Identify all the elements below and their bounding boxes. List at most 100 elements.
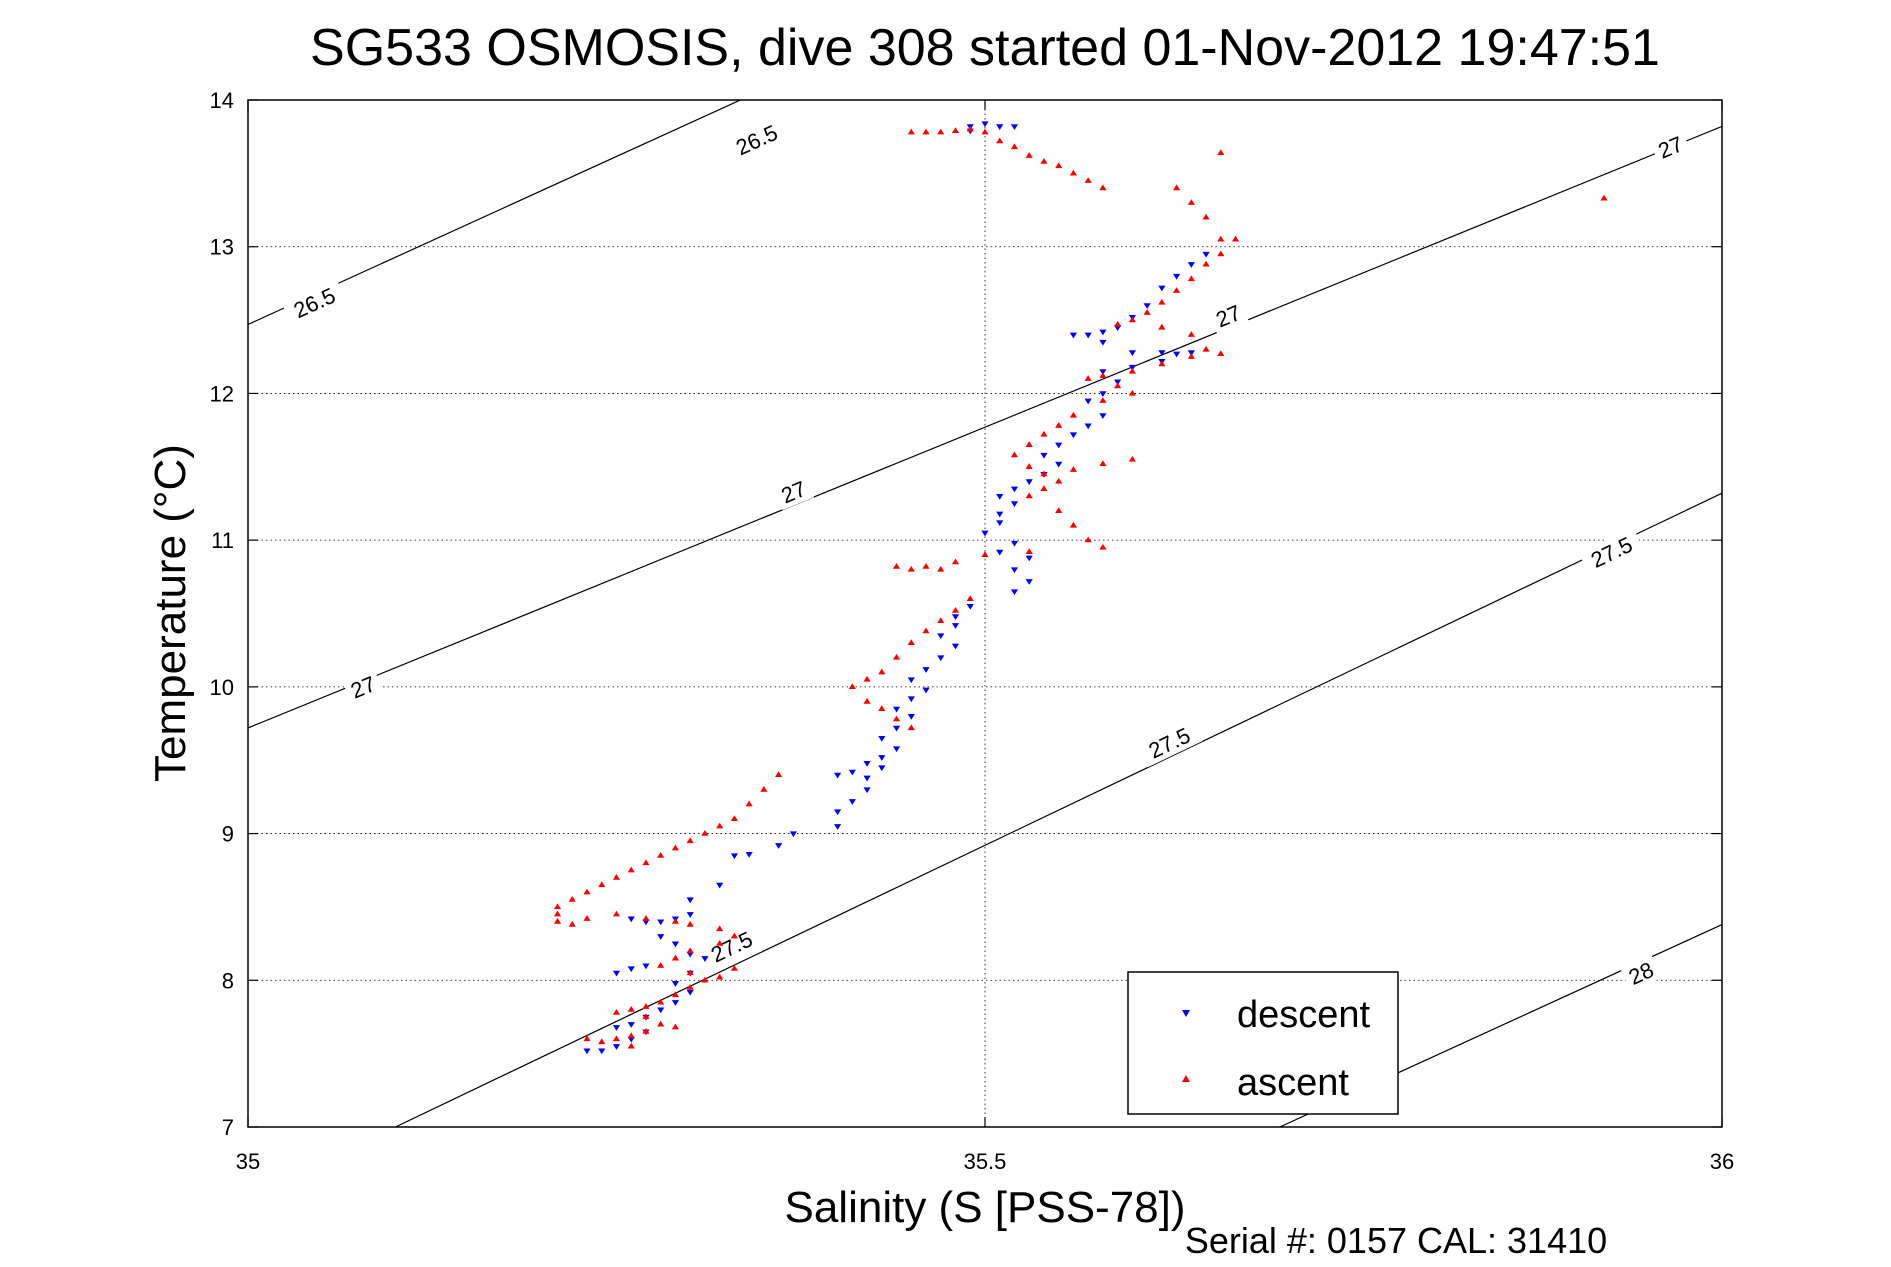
descent-point xyxy=(996,124,1004,131)
y-axis-label: Temperature (°C) xyxy=(146,444,195,782)
ascent-point xyxy=(966,125,974,132)
ascent-point xyxy=(907,724,915,731)
ascent-point xyxy=(686,947,694,954)
ascent-point xyxy=(1158,298,1166,305)
axis-ticks xyxy=(247,99,1723,1128)
descent-point xyxy=(1084,423,1092,430)
series-ascent xyxy=(553,125,1608,1049)
descent-point xyxy=(716,882,724,889)
contour-label-bg xyxy=(342,668,384,706)
x-axis-label: Salinity (S [PSS-78]) xyxy=(784,1183,1185,1232)
ascent-point xyxy=(907,128,915,135)
ascent-point xyxy=(1231,235,1240,242)
descent-point xyxy=(1010,589,1019,596)
contour-label-bg xyxy=(723,115,790,164)
descent-point xyxy=(1187,350,1195,356)
descent-point xyxy=(745,851,753,858)
ascent-point xyxy=(1099,397,1107,403)
legend: descent ascent xyxy=(1127,971,1399,1115)
ascent-point xyxy=(1114,320,1122,327)
ascent-point xyxy=(981,551,989,557)
descent-point xyxy=(878,765,886,772)
y-tick-label: 9 xyxy=(222,822,234,847)
descent-point xyxy=(1099,413,1107,420)
ascent-point xyxy=(907,639,915,646)
descent-point xyxy=(1099,391,1107,398)
ascent-point xyxy=(1099,372,1107,378)
descent-point xyxy=(1025,555,1033,562)
ascent-point xyxy=(627,866,635,873)
ascent-point xyxy=(1099,184,1107,191)
descent-point xyxy=(1025,579,1033,585)
descent-point xyxy=(642,919,650,926)
ascent-point xyxy=(686,984,694,990)
descent-point xyxy=(1114,379,1122,386)
ascent-point xyxy=(553,903,562,910)
descent-point xyxy=(907,714,915,720)
ascent-point xyxy=(1025,463,1033,469)
ascent-point xyxy=(1173,184,1181,191)
descent-point xyxy=(671,1000,680,1006)
ascent-point xyxy=(892,653,901,660)
descent-point xyxy=(701,956,709,962)
ascent-point xyxy=(892,562,901,569)
data-series xyxy=(553,121,1608,1055)
descent-point xyxy=(996,520,1004,527)
ascent-point xyxy=(686,837,694,844)
descent-point xyxy=(1143,303,1151,309)
ascent-point xyxy=(612,873,621,880)
descent-point xyxy=(922,667,930,673)
ascent-point xyxy=(937,617,945,623)
ascent-point xyxy=(612,910,621,917)
descent-point xyxy=(951,643,960,650)
ascent-point xyxy=(583,1035,591,1042)
descent-point xyxy=(1010,501,1019,508)
ascent-point xyxy=(1173,287,1181,293)
ascent-point xyxy=(1025,441,1033,447)
ascent-point xyxy=(1202,260,1210,267)
ascent-point xyxy=(848,683,856,690)
descent-point xyxy=(1187,262,1195,268)
descent-point xyxy=(1055,442,1063,449)
descent-point xyxy=(612,1025,621,1031)
x-tick-label: 35 xyxy=(236,1149,260,1174)
ascent-point xyxy=(863,697,871,704)
grid-layer xyxy=(248,100,1722,1127)
ascent-point xyxy=(1217,250,1225,257)
ascent-point xyxy=(598,1038,606,1045)
descent-point xyxy=(981,121,989,128)
ascent-point xyxy=(937,128,945,135)
contour-label-bg xyxy=(1578,527,1645,577)
descent-point xyxy=(892,725,901,732)
ascent-point xyxy=(1069,466,1078,472)
ascent-point xyxy=(657,962,665,968)
descent-point xyxy=(878,736,886,742)
descent-point xyxy=(922,687,930,694)
descent-point xyxy=(1158,350,1166,356)
descent-point xyxy=(892,746,901,753)
y-tick-label: 14 xyxy=(210,88,234,113)
ascent-point xyxy=(612,1035,621,1042)
ascent-point xyxy=(642,859,650,866)
descent-point xyxy=(863,775,871,782)
descent-point xyxy=(937,633,945,640)
ascent-point xyxy=(1217,350,1225,356)
ascent-point xyxy=(553,910,562,917)
ascent-point xyxy=(701,829,709,836)
ascent-point xyxy=(951,606,960,613)
ascent-point xyxy=(716,973,724,980)
descent-point xyxy=(789,831,797,838)
ascent-point xyxy=(701,976,709,983)
descent-point xyxy=(686,912,694,918)
descent-point xyxy=(686,897,694,904)
ascent-point xyxy=(878,705,886,712)
descent-point xyxy=(1010,540,1019,547)
contour-label-bg xyxy=(1136,717,1202,768)
ascent-point xyxy=(1040,485,1048,491)
descent-point xyxy=(937,655,945,662)
descent-point xyxy=(834,809,842,816)
ascent-point xyxy=(1025,492,1033,499)
ascent-point xyxy=(1158,323,1166,330)
y-tick-label: 11 xyxy=(211,528,234,553)
